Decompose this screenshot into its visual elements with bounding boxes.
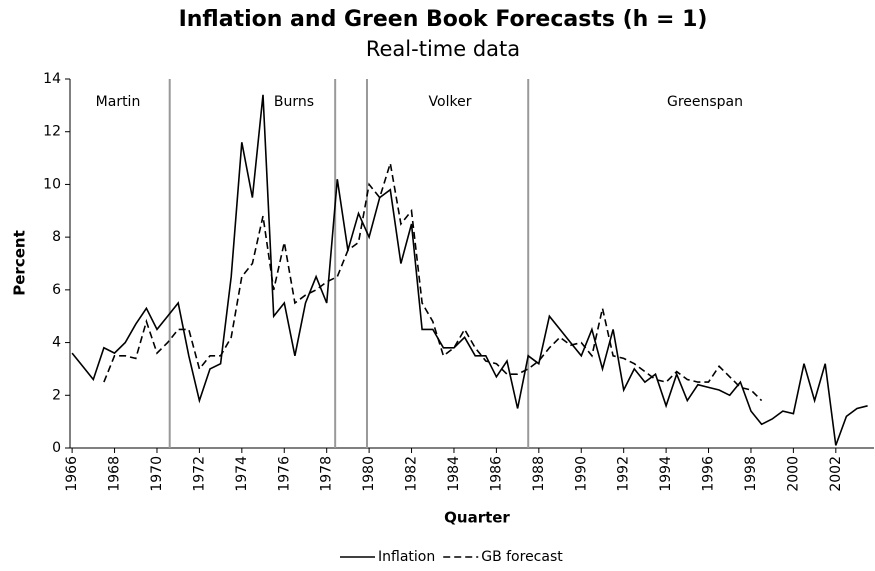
x-tick-label: 2002 — [828, 456, 844, 492]
legend-label: Inflation — [378, 549, 435, 565]
x-tick-label: 1978 — [319, 456, 335, 492]
era-label: Martin — [96, 94, 141, 110]
y-tick-label: 4 — [52, 335, 61, 351]
x-tick-label: 2000 — [785, 456, 801, 492]
x-tick-label: 1972 — [191, 456, 207, 492]
x-tick-label: 1974 — [234, 456, 250, 492]
line-series — [71, 94, 868, 446]
era-label: Greenspan — [667, 94, 743, 110]
x-tick-label: 1992 — [616, 456, 632, 492]
y-tick-label: 8 — [52, 229, 61, 245]
x-tick-label: 1986 — [488, 456, 504, 492]
x-tick-label: 1976 — [276, 456, 292, 492]
era-label: Volker — [429, 94, 472, 110]
x-tick-label: 1998 — [743, 456, 759, 492]
y-tick-label: 12 — [43, 124, 61, 140]
x-tick-label: 1984 — [446, 456, 462, 492]
chart-title: Inflation and Green Book Forecasts (h = … — [179, 7, 708, 32]
y-tick-label: 0 — [52, 440, 61, 456]
x-tick-label: 1994 — [658, 456, 674, 492]
y-tick-label: 6 — [52, 282, 61, 298]
x-tick-label: 1982 — [404, 456, 420, 492]
legend-label: GB forecast — [481, 549, 563, 565]
y-tick-label: 14 — [43, 71, 61, 87]
x-tick-label: 1988 — [531, 456, 547, 492]
x-tick-label: 1966 — [64, 456, 80, 492]
x-tick-label: 1970 — [149, 456, 165, 492]
y-axis-label: Percent — [11, 230, 29, 295]
line-series — [103, 163, 763, 402]
x-axis-label: Quarter — [444, 509, 510, 527]
chart-subtitle: Real-time data — [366, 37, 520, 61]
x-tick-label: 1996 — [701, 456, 717, 492]
x-tick-label: 1990 — [573, 456, 589, 492]
y-tick-label: 2 — [52, 387, 61, 403]
x-tick-label: 1980 — [361, 456, 377, 492]
era-label: Burns — [274, 94, 314, 110]
y-tick-label: 10 — [43, 176, 61, 192]
x-tick-label: 1968 — [107, 456, 123, 492]
